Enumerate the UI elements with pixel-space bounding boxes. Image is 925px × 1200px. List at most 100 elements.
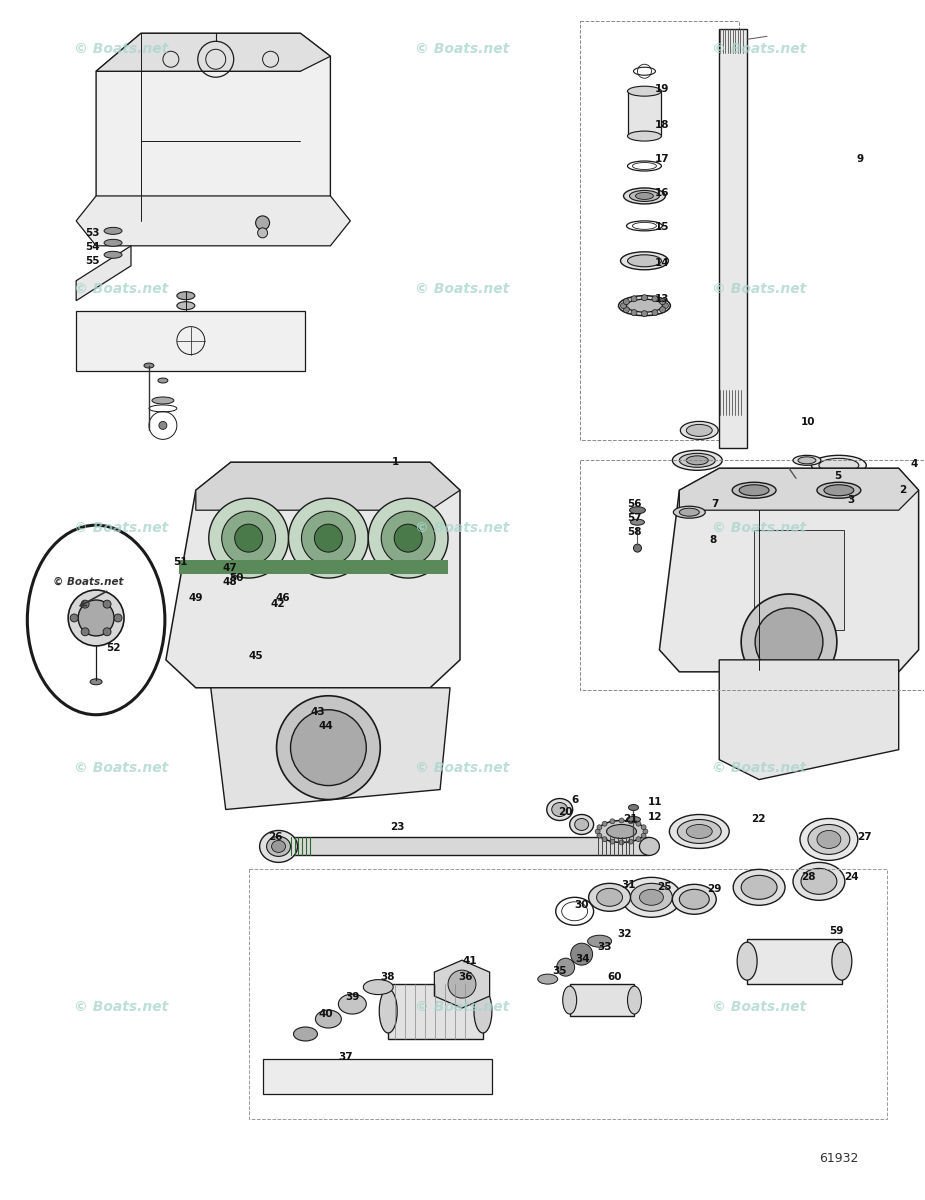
Ellipse shape xyxy=(152,397,174,404)
Text: 25: 25 xyxy=(658,882,672,893)
Circle shape xyxy=(660,307,666,313)
Circle shape xyxy=(81,600,89,608)
Circle shape xyxy=(103,628,111,636)
Polygon shape xyxy=(211,688,450,810)
Text: 5: 5 xyxy=(833,472,841,481)
Circle shape xyxy=(448,970,476,998)
Text: 20: 20 xyxy=(558,806,573,816)
Circle shape xyxy=(741,594,837,690)
Text: 48: 48 xyxy=(223,577,238,587)
Circle shape xyxy=(652,295,658,301)
Ellipse shape xyxy=(733,482,776,498)
Text: 51: 51 xyxy=(173,557,188,568)
Circle shape xyxy=(619,840,624,845)
Text: 4: 4 xyxy=(910,460,918,469)
Text: © Boats.net: © Boats.net xyxy=(415,1000,509,1014)
Ellipse shape xyxy=(622,877,682,917)
Circle shape xyxy=(302,511,355,565)
Ellipse shape xyxy=(177,292,195,300)
Text: 59: 59 xyxy=(829,926,844,936)
Polygon shape xyxy=(76,196,351,246)
Bar xyxy=(580,22,739,440)
Ellipse shape xyxy=(739,485,769,496)
Text: © Boats.net: © Boats.net xyxy=(74,521,168,535)
Ellipse shape xyxy=(551,803,568,816)
Text: 18: 18 xyxy=(654,120,669,130)
Text: 26: 26 xyxy=(268,833,283,842)
Text: © Boats.net: © Boats.net xyxy=(712,761,807,775)
Bar xyxy=(580,461,925,690)
Ellipse shape xyxy=(627,986,641,1014)
Circle shape xyxy=(755,608,823,676)
Ellipse shape xyxy=(631,520,645,526)
Text: 35: 35 xyxy=(553,966,567,976)
Polygon shape xyxy=(679,468,919,510)
Text: 15: 15 xyxy=(654,222,669,232)
Ellipse shape xyxy=(686,824,712,839)
Ellipse shape xyxy=(474,989,492,1033)
Circle shape xyxy=(660,299,666,305)
Circle shape xyxy=(277,696,380,799)
Ellipse shape xyxy=(798,457,816,464)
Text: 43: 43 xyxy=(311,707,325,716)
Circle shape xyxy=(641,824,647,829)
Circle shape xyxy=(636,821,641,826)
Circle shape xyxy=(394,524,422,552)
Text: 29: 29 xyxy=(708,884,722,894)
Circle shape xyxy=(628,818,634,824)
Text: 47: 47 xyxy=(223,563,238,574)
Text: 36: 36 xyxy=(458,972,473,982)
Bar xyxy=(249,869,887,1118)
Circle shape xyxy=(634,544,641,552)
Text: 34: 34 xyxy=(575,954,590,964)
Text: 7: 7 xyxy=(711,499,719,509)
Ellipse shape xyxy=(379,989,397,1033)
Text: 50: 50 xyxy=(228,574,243,583)
Ellipse shape xyxy=(105,251,122,258)
Text: 55: 55 xyxy=(85,256,100,265)
Ellipse shape xyxy=(639,838,660,856)
Ellipse shape xyxy=(801,869,837,894)
Ellipse shape xyxy=(628,804,638,810)
Text: 21: 21 xyxy=(623,815,638,824)
Ellipse shape xyxy=(627,254,661,266)
Ellipse shape xyxy=(627,131,661,142)
Ellipse shape xyxy=(808,824,850,854)
Text: 41: 41 xyxy=(462,956,476,966)
Circle shape xyxy=(289,498,368,578)
Ellipse shape xyxy=(670,815,729,848)
Polygon shape xyxy=(660,468,919,672)
Text: 28: 28 xyxy=(801,872,816,882)
Text: 11: 11 xyxy=(648,797,662,806)
Text: 40: 40 xyxy=(318,1009,333,1019)
Text: 1: 1 xyxy=(392,457,400,467)
Polygon shape xyxy=(196,462,460,510)
Circle shape xyxy=(610,839,615,844)
Text: 52: 52 xyxy=(106,643,120,653)
Circle shape xyxy=(662,302,669,308)
Ellipse shape xyxy=(673,506,705,518)
Circle shape xyxy=(610,818,615,824)
Text: 3: 3 xyxy=(847,496,854,505)
Text: © Boats.net: © Boats.net xyxy=(712,1000,807,1014)
Polygon shape xyxy=(96,34,330,221)
Bar xyxy=(570,984,635,1016)
Ellipse shape xyxy=(266,836,290,857)
Text: 9: 9 xyxy=(857,154,864,164)
Ellipse shape xyxy=(158,378,167,383)
Circle shape xyxy=(631,295,637,301)
Ellipse shape xyxy=(635,192,653,199)
Text: © Boats.net: © Boats.net xyxy=(74,761,168,775)
Text: © Boats.net: © Boats.net xyxy=(54,577,124,587)
Circle shape xyxy=(209,498,289,578)
Circle shape xyxy=(641,295,648,301)
Ellipse shape xyxy=(819,458,858,473)
Text: 10: 10 xyxy=(801,418,816,427)
Circle shape xyxy=(597,833,602,838)
Ellipse shape xyxy=(272,840,286,852)
Polygon shape xyxy=(720,660,899,780)
Ellipse shape xyxy=(293,1027,317,1040)
Text: 53: 53 xyxy=(85,228,100,238)
Circle shape xyxy=(258,228,267,238)
Text: 8: 8 xyxy=(709,535,717,545)
